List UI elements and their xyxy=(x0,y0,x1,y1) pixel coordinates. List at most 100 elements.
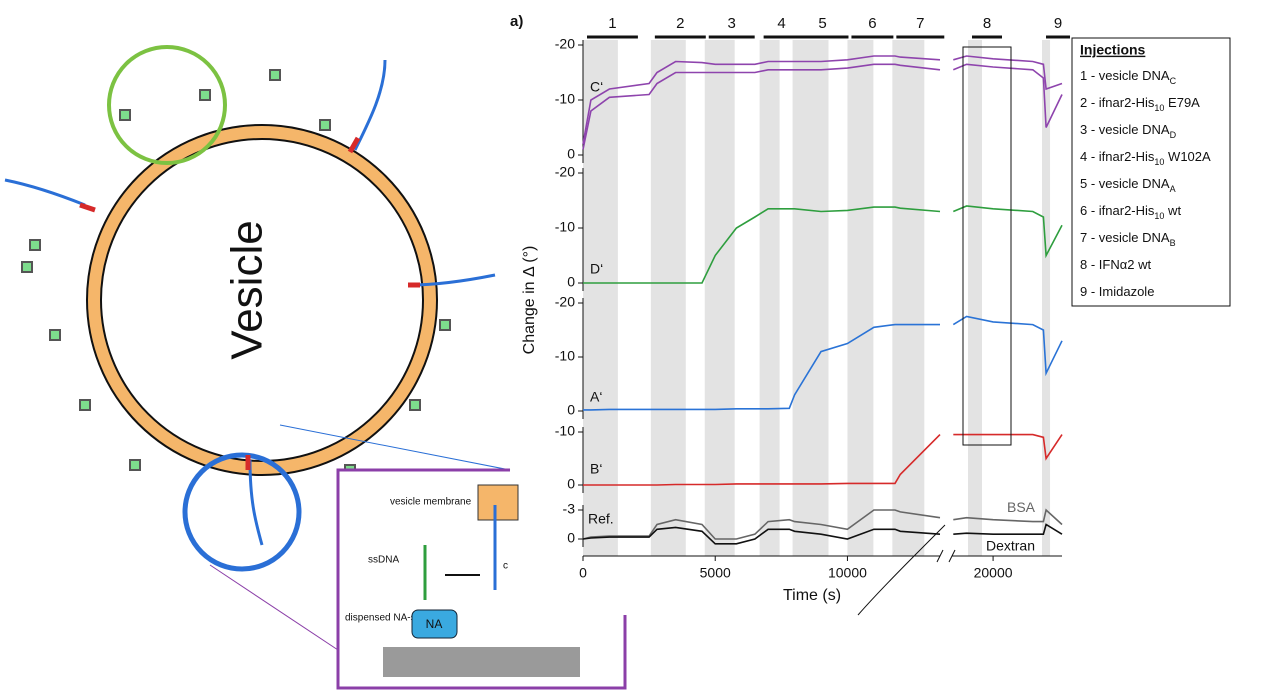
x-axis-label: Time (s) xyxy=(783,587,841,604)
legend-text: C xyxy=(1170,76,1177,86)
x-tick-label: 5000 xyxy=(700,565,731,581)
y-tick-label: -20 xyxy=(555,36,575,52)
zoom-circle xyxy=(107,45,227,165)
injection-label: 6 xyxy=(868,15,876,32)
y-tick-label: -10 xyxy=(555,91,575,107)
legend-item: 2 - ifnar2-His10 E79A xyxy=(1080,95,1200,113)
legend-text: 5 - vesicle DNA xyxy=(1080,176,1170,191)
series-label: Dextran xyxy=(986,538,1035,554)
x-tick-label: 0 xyxy=(579,565,587,581)
legend-text: 2 - ifnar2-His xyxy=(1080,95,1155,110)
panel-name: D‘ xyxy=(590,261,603,277)
legend-text: wt xyxy=(1164,203,1181,218)
data-line xyxy=(583,433,1063,486)
legend-text: W102A xyxy=(1164,149,1211,164)
data-line xyxy=(582,55,1063,145)
vesicle-diagram: Vesicle xyxy=(4,45,511,651)
inset-label: dispensed NA-ssDNA xyxy=(345,613,442,624)
panel-name: Ref. xyxy=(588,511,614,527)
legend-text: 3 - vesicle DNA xyxy=(1080,122,1170,137)
legend-text: 9 - Imidazole xyxy=(1080,284,1154,299)
panel-name: A‘ xyxy=(590,389,602,405)
y-tick-label: -20 xyxy=(555,294,575,310)
legend-item: 6 - ifnar2-His10 wt xyxy=(1080,203,1181,221)
panel-name: C‘ xyxy=(590,79,603,95)
zoom-box xyxy=(962,46,1012,446)
inset-label: NA xyxy=(426,617,443,631)
legend-text: 10 xyxy=(1154,211,1164,221)
legend-item: 7 - vesicle DNAB xyxy=(1080,230,1176,248)
data-line xyxy=(583,315,1063,411)
injection-band xyxy=(892,40,925,556)
surface xyxy=(383,647,580,677)
legend-item: 4 - ifnar2-His10 W102A xyxy=(1080,149,1211,167)
x-tick-label: 20000 xyxy=(974,565,1013,581)
inset: vesicle membrane ssDNA dispensed NA-ssDN… xyxy=(336,468,627,690)
legend-item: 1 - vesicle DNAC xyxy=(1080,68,1177,86)
data-line xyxy=(582,523,1063,545)
injection-label: 1 xyxy=(608,15,616,32)
injection-band xyxy=(1042,40,1051,556)
injection-band xyxy=(968,40,983,556)
legend-text: 10 xyxy=(1154,103,1164,113)
injection-band xyxy=(650,40,686,556)
series-label: BSA xyxy=(1007,499,1036,515)
legend-title: Injections xyxy=(1080,42,1146,58)
y-tick-label: -10 xyxy=(555,219,575,235)
data-line xyxy=(583,205,1063,284)
zoom-connector xyxy=(209,564,339,651)
injection-band xyxy=(847,40,874,556)
inset-label: vesicle membrane xyxy=(390,497,472,508)
panel-label: a) xyxy=(510,13,523,30)
legend-text: 8 - IFNα2 wt xyxy=(1080,257,1151,272)
injection-label: 3 xyxy=(728,15,736,32)
y-tick-label: 0 xyxy=(567,402,575,418)
x-tick-label: 10000 xyxy=(828,565,867,581)
inset-membrane xyxy=(477,484,519,521)
y-tick-label: 0 xyxy=(567,530,575,546)
legend-text: 4 - ifnar2-His xyxy=(1080,149,1155,164)
legend-item: 9 - Imidazole xyxy=(1080,284,1154,299)
y-tick-label: 0 xyxy=(567,274,575,290)
legend-box xyxy=(1071,37,1231,307)
inset-label: c xyxy=(503,561,508,572)
injection-band xyxy=(583,40,618,556)
axis-break xyxy=(936,549,956,563)
injection-label: 4 xyxy=(777,15,785,32)
injection-label: 9 xyxy=(1054,15,1062,32)
y-tick-label: 0 xyxy=(567,476,575,492)
legend-text: 1 - vesicle DNA xyxy=(1080,68,1170,83)
legend-text: 6 - ifnar2-His xyxy=(1080,203,1155,218)
legend-text: D xyxy=(1170,130,1177,140)
injection-label: 7 xyxy=(916,15,924,32)
injection-band xyxy=(704,40,735,556)
legend-text: E79A xyxy=(1164,95,1200,110)
inset-frame xyxy=(336,468,627,690)
data-line xyxy=(582,63,1063,150)
legend-text: 10 xyxy=(1154,157,1164,167)
y-tick-label: -10 xyxy=(555,348,575,364)
zoom-circle xyxy=(182,452,302,572)
y-tick-label: 0 xyxy=(567,146,575,162)
y-axis-label: Change in Δ (°) xyxy=(521,246,538,355)
vesicle-membrane xyxy=(88,126,436,474)
panel-name: B‘ xyxy=(590,461,602,477)
inset-label: ssDNA xyxy=(368,555,399,566)
y-tick-label: -20 xyxy=(555,164,575,180)
y-tick-label: -3 xyxy=(563,501,576,517)
na-block xyxy=(411,609,458,639)
y-tick-label: -10 xyxy=(555,423,575,439)
injection-label: 5 xyxy=(818,15,826,32)
injection-label: 8 xyxy=(983,15,991,32)
legend-item: 3 - vesicle DNAD xyxy=(1080,122,1177,140)
vesicle-label: Vesicle xyxy=(223,220,272,359)
zoom-connector xyxy=(279,424,511,471)
legend-item: 8 - IFNα2 wt xyxy=(1080,257,1151,272)
legend-text: B xyxy=(1170,238,1176,248)
injection-band xyxy=(759,40,780,556)
legend-text: 7 - vesicle DNA xyxy=(1080,230,1170,245)
injection-label: 2 xyxy=(676,15,684,32)
zoom-connector xyxy=(857,524,946,616)
injection-band xyxy=(792,40,829,556)
